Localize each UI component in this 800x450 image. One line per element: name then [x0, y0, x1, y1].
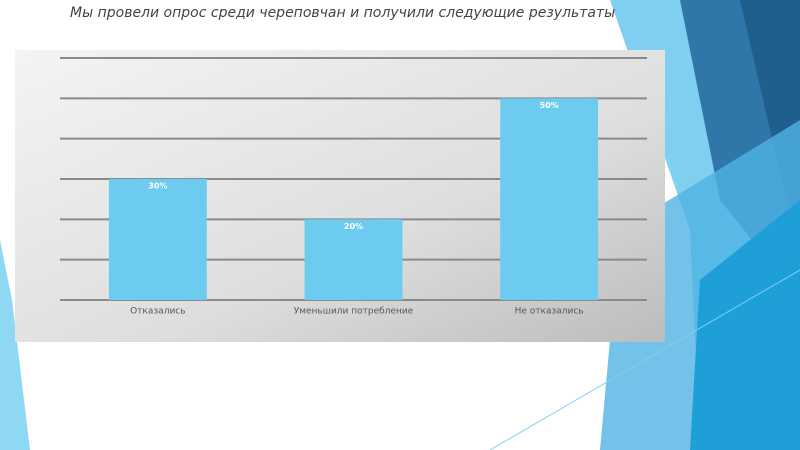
bar	[500, 98, 599, 300]
x-tick-label: Уменьшили потребление	[294, 307, 414, 317]
x-tick-label: Отказались	[130, 307, 185, 317]
bar	[108, 179, 207, 300]
x-tick-label: Не отказались	[515, 307, 584, 317]
data-label: 50%	[540, 101, 559, 110]
data-label: 30%	[148, 182, 167, 191]
data-label: 20%	[344, 222, 363, 231]
bar	[304, 219, 403, 300]
chart-title: Мы провели опрос среди череповчан и полу…	[70, 5, 615, 21]
